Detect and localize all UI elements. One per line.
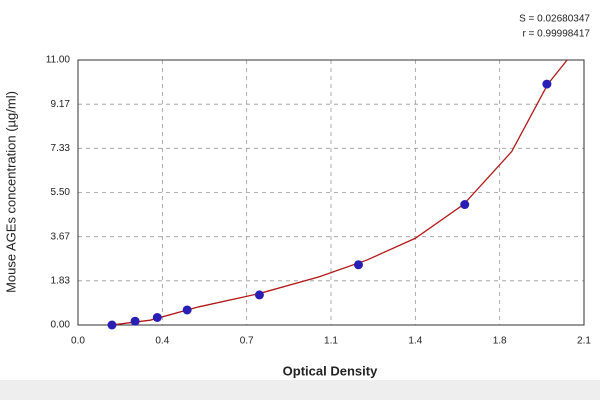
data-point bbox=[542, 79, 552, 89]
y-tick-label: 5.50 bbox=[51, 187, 71, 198]
x-tick-label: 1.8 bbox=[493, 336, 507, 347]
x-tick-label: 2.1 bbox=[577, 336, 591, 347]
y-tick-label: 11.00 bbox=[46, 55, 71, 66]
x-tick-label: 0.4 bbox=[155, 336, 169, 347]
data-point bbox=[107, 320, 117, 330]
data-point bbox=[152, 312, 162, 322]
data-point bbox=[254, 290, 264, 300]
annotation: S = 0.02680347 bbox=[519, 14, 590, 25]
fit-curve bbox=[111, 59, 568, 326]
x-tick-label: 1.4 bbox=[408, 336, 422, 347]
y-axis-label: Mouse AGEs concentration (µg/ml) bbox=[3, 91, 18, 293]
y-tick-label: 0.00 bbox=[51, 320, 71, 331]
y-tick-label: 3.67 bbox=[51, 231, 71, 242]
x-axis-label: Optical Density bbox=[283, 363, 378, 378]
y-tick-label: 9.17 bbox=[51, 99, 71, 110]
x-tick-label: 0.0 bbox=[71, 336, 85, 347]
data-point bbox=[182, 305, 192, 315]
x-tick-label: 0.7 bbox=[240, 336, 254, 347]
data-point bbox=[130, 316, 140, 326]
y-tick-label: 1.83 bbox=[51, 275, 71, 286]
annotation: r = 0.99998417 bbox=[522, 29, 590, 40]
data-point bbox=[460, 200, 470, 210]
y-tick-label: 7.33 bbox=[51, 143, 71, 154]
footer-band bbox=[0, 380, 600, 400]
plot-frame bbox=[77, 59, 585, 326]
x-tick-label: 1.1 bbox=[324, 336, 338, 347]
data-point bbox=[353, 260, 363, 270]
